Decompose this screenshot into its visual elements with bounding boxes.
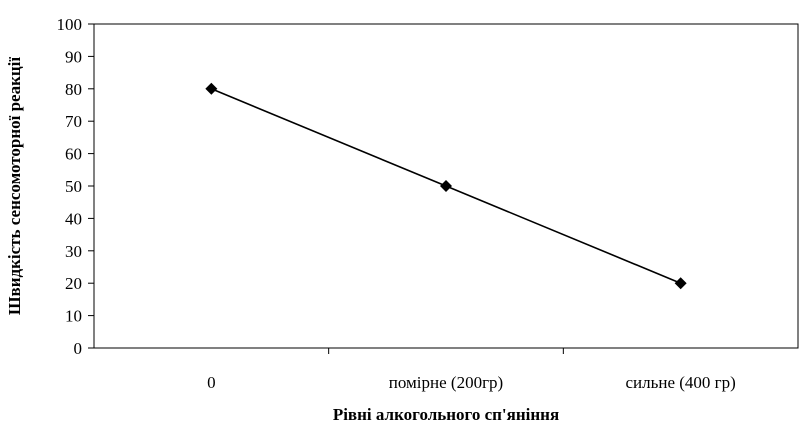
- y-tick-label: 90: [65, 47, 82, 66]
- y-tick-label: 70: [65, 112, 82, 131]
- y-tick-label: 20: [65, 274, 82, 293]
- x-tick-label: 0: [207, 373, 216, 392]
- x-tick-label: помірне (200гр): [389, 373, 503, 392]
- x-axis: 0 помірне (200гр) сильне (400 гр): [207, 348, 736, 392]
- x-axis-title: Рівні алкогольного сп'яніння: [333, 405, 559, 424]
- y-tick-label: 0: [74, 339, 83, 358]
- y-tick-label: 50: [65, 177, 82, 196]
- series-layer: [205, 82, 687, 290]
- y-tick-label: 40: [65, 209, 82, 228]
- data-point-marker: [205, 82, 218, 95]
- y-tick-label: 30: [65, 242, 82, 261]
- y-tick-label: 80: [65, 80, 82, 99]
- y-tick-label: 100: [57, 15, 83, 34]
- data-point-marker: [440, 180, 452, 192]
- y-tick-label: 10: [65, 307, 82, 326]
- y-axis: 0 10 20 30 40 50 60 70 80 90 100: [57, 15, 94, 358]
- data-point-marker: [674, 277, 687, 290]
- y-tick-label: 60: [65, 145, 82, 164]
- x-tick-label: сильне (400 гр): [626, 373, 736, 392]
- y-axis-title: Швидкість сенсомоторної реакції: [5, 57, 24, 316]
